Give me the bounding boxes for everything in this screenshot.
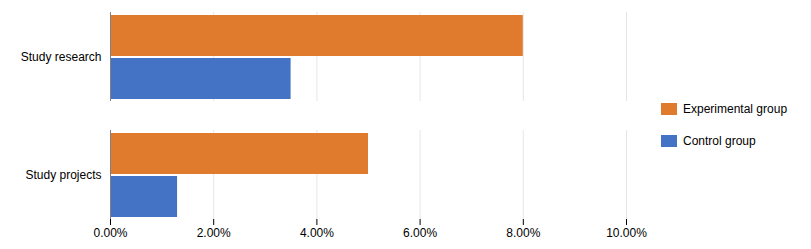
html-text:Experimental group: Experimental group (683, 101, 788, 116)
svg-text:Study projects: Study projects (25, 168, 101, 182)
html-text:Control group: Control group (683, 133, 756, 148)
svg-text:10.00%: 10.00% (606, 226, 647, 240)
svg-text:4.00%: 4.00% (300, 226, 334, 240)
svg-text:0.00%: 0.00% (93, 226, 127, 240)
svg-text:8.00%: 8.00% (506, 226, 540, 240)
svg-text:6.00%: 6.00% (403, 226, 437, 240)
svg-text:2.00%: 2.00% (197, 226, 231, 240)
svg-text:Study research: Study research (21, 50, 102, 64)
